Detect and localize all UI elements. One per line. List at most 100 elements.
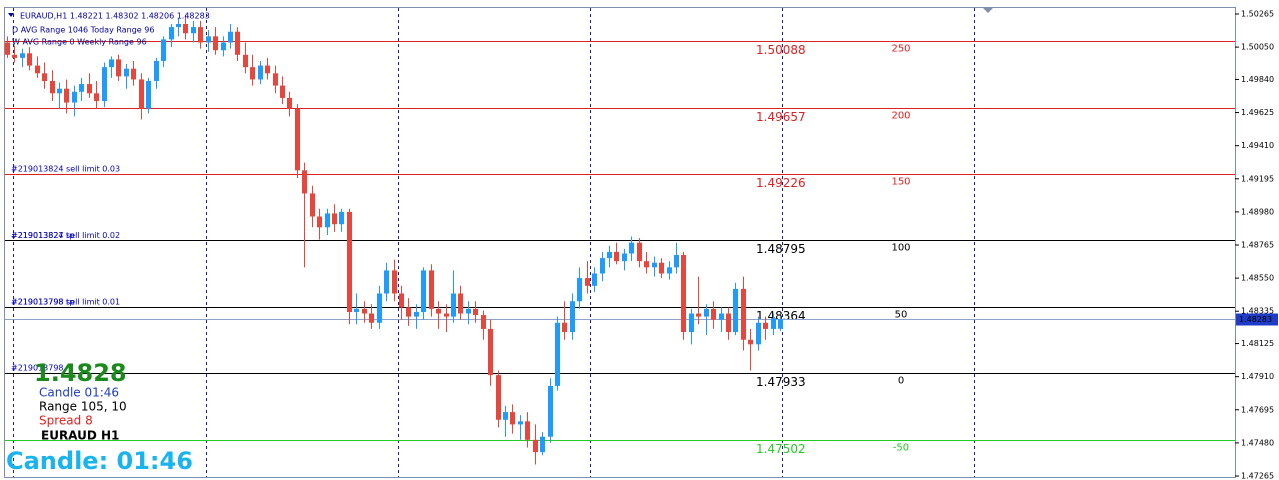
level-pips: 0	[898, 376, 904, 387]
candle-body	[711, 308, 716, 320]
candle-body	[674, 255, 679, 268]
candle-body	[116, 59, 121, 77]
candle-body	[466, 308, 471, 314]
candle-body	[221, 42, 226, 51]
candle-body	[429, 270, 434, 309]
candle-body	[72, 91, 77, 103]
candle-body	[191, 27, 196, 34]
candle-body	[719, 313, 724, 320]
candle-body	[518, 421, 523, 425]
candle-body	[213, 36, 218, 51]
day-separators	[13, 8, 975, 477]
panel-spread: Spread 8	[39, 414, 93, 428]
candles	[5, 14, 783, 465]
price-axis: 1.50265 1.50050 1.49840 1.49625 1.49410 1.491…	[1235, 10, 1278, 480]
candle-body	[570, 301, 575, 333]
candle-body	[436, 308, 441, 314]
panel-big-candle: Candle: 01:46	[6, 447, 193, 475]
candle-body	[183, 24, 188, 34]
candle-body	[384, 270, 389, 294]
candle-body	[533, 439, 538, 453]
y-tick-label: 1.47265	[1241, 472, 1274, 480]
candle-body	[696, 313, 701, 317]
candle-body	[154, 60, 159, 81]
candle-body	[778, 319, 783, 329]
current-price-label: 1.48283	[1239, 315, 1272, 324]
candle-body	[377, 293, 382, 323]
candle-body	[302, 170, 307, 194]
candle-body	[406, 307, 411, 317]
candle-body	[64, 88, 69, 103]
candle-body	[421, 270, 426, 312]
level-price: 1.47502	[756, 442, 806, 456]
candle-body	[748, 339, 753, 345]
candle-body	[131, 68, 136, 80]
candle-body	[741, 288, 746, 340]
y-tick-label: 1.48125	[1241, 339, 1274, 348]
level-pips: 50	[895, 310, 908, 321]
candle-body	[481, 315, 486, 329]
candle-body	[362, 308, 367, 314]
candle-body	[250, 67, 255, 80]
candle-body	[161, 39, 166, 61]
levels: 1.50088 250 1.49657 200 1.49226 150 1.48795 100…	[5, 41, 1235, 456]
y-tick-label: 1.48765	[1241, 241, 1274, 250]
candle-body	[644, 261, 649, 268]
level-price: 1.49226	[756, 176, 806, 190]
header-line: W AVG Range 0 Weekly Range 96	[12, 38, 147, 47]
candle-body	[332, 213, 337, 225]
candle-body	[704, 308, 709, 317]
y-tick-label: 1.50050	[1241, 43, 1274, 52]
level-price: 1.47933	[756, 375, 806, 389]
panel-candle: Candle 01:46	[39, 386, 119, 400]
candle-body	[726, 313, 731, 333]
candle-body	[369, 313, 374, 323]
candle-body	[652, 262, 657, 268]
candle-body	[555, 322, 560, 386]
level-pips: 200	[891, 111, 910, 122]
candle-body	[392, 270, 397, 294]
candle-body	[50, 80, 55, 94]
candle-body	[109, 59, 114, 68]
candle-body	[12, 54, 17, 58]
candle-body	[325, 213, 330, 228]
candle-body	[756, 322, 761, 345]
order-label: #219013798 sell limit 0.01	[11, 297, 120, 306]
y-tick-label: 1.48980	[1241, 207, 1274, 216]
candle-body	[42, 73, 47, 81]
candle-body	[592, 273, 597, 286]
candle-body	[458, 293, 463, 314]
candle-body	[347, 211, 352, 312]
candle-body	[280, 85, 285, 98]
candle-body	[540, 436, 545, 453]
candle-body	[176, 24, 181, 28]
level-price: 1.48795	[756, 242, 806, 256]
candle-body	[414, 311, 419, 317]
order-label: #219013824 sell limit 0.02	[11, 231, 120, 240]
shift-marker	[983, 8, 993, 13]
candle-body	[637, 242, 642, 262]
candle-body	[295, 108, 300, 171]
candle-body	[629, 242, 634, 254]
order-label: #219013827 tp	[11, 231, 74, 240]
candle-body	[562, 322, 567, 333]
candle-body	[771, 318, 776, 329]
order-label: #219013824 sell limit 0.03	[11, 165, 120, 174]
candle-body	[607, 251, 612, 259]
header-marker	[8, 13, 14, 17]
candle-body	[235, 31, 240, 55]
y-tick-label: 1.50265	[1241, 10, 1274, 19]
candle-body	[510, 412, 515, 425]
candle-body	[496, 375, 501, 420]
candle-body	[243, 54, 248, 68]
panel-price: 1.4828	[34, 359, 127, 387]
candle-body	[287, 97, 292, 109]
y-tick-label: 1.48550	[1241, 274, 1274, 283]
candle-body	[228, 31, 233, 43]
candle-body	[139, 79, 144, 109]
candle-body	[310, 193, 315, 217]
candle-body	[763, 322, 768, 329]
candle-body	[548, 385, 553, 437]
candle-body	[451, 293, 456, 317]
